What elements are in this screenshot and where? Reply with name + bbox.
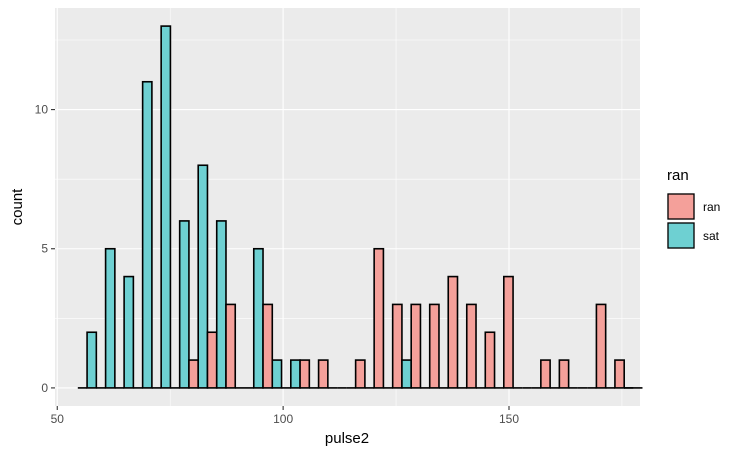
x-tick-label: 100 [273,412,293,426]
bars-group [86,25,625,389]
x-ticks: 50 100 150 [51,406,519,426]
bar-sat [401,359,412,389]
bar-ran [373,247,385,389]
bar-ran [410,303,422,389]
legend-label-ran: ran [703,200,720,214]
bar-sat [271,359,283,389]
bar-sat [141,80,153,389]
bar-ran [503,275,514,389]
bar-ran [262,303,274,389]
bar-sat [197,164,209,389]
bar-ran [558,359,570,389]
x-tick-label: 150 [499,412,519,426]
legend: ran ran sat [667,167,720,249]
bar-ran [317,359,329,389]
bar-ran [540,359,551,389]
bar-ran [614,359,625,389]
bar-ran [391,303,403,389]
bar-sat [290,359,301,389]
bar-ran [484,331,496,389]
bar-ran [465,303,477,389]
legend-title: ran [667,167,689,184]
x-tick-label: 50 [51,412,65,426]
legend-key-sat [667,222,695,249]
bar-ran [299,359,311,389]
bar-sat [178,220,190,389]
bar-sat [252,247,264,389]
bar-ran [206,331,218,389]
legend-key-ran [667,193,695,220]
bar-ran [354,359,366,389]
bar-sat [104,247,116,389]
legend-label-sat: sat [703,229,720,243]
bar-ran [447,275,459,389]
bar-ran [225,303,237,389]
x-axis-title: pulse2 [325,430,369,447]
bar-sat [215,220,227,389]
bar-ran [188,359,200,389]
y-tick-label: 5 [41,242,48,256]
bar-sat [160,25,172,389]
bar-ran [428,303,440,389]
y-tick-label: 0 [41,381,48,395]
y-axis-title: count [9,188,26,226]
y-ticks: 0 5 10 [35,103,55,395]
bar-sat [123,275,135,389]
y-tick-label: 10 [35,103,49,117]
bar-ran [595,303,607,389]
bar-sat [86,331,98,389]
